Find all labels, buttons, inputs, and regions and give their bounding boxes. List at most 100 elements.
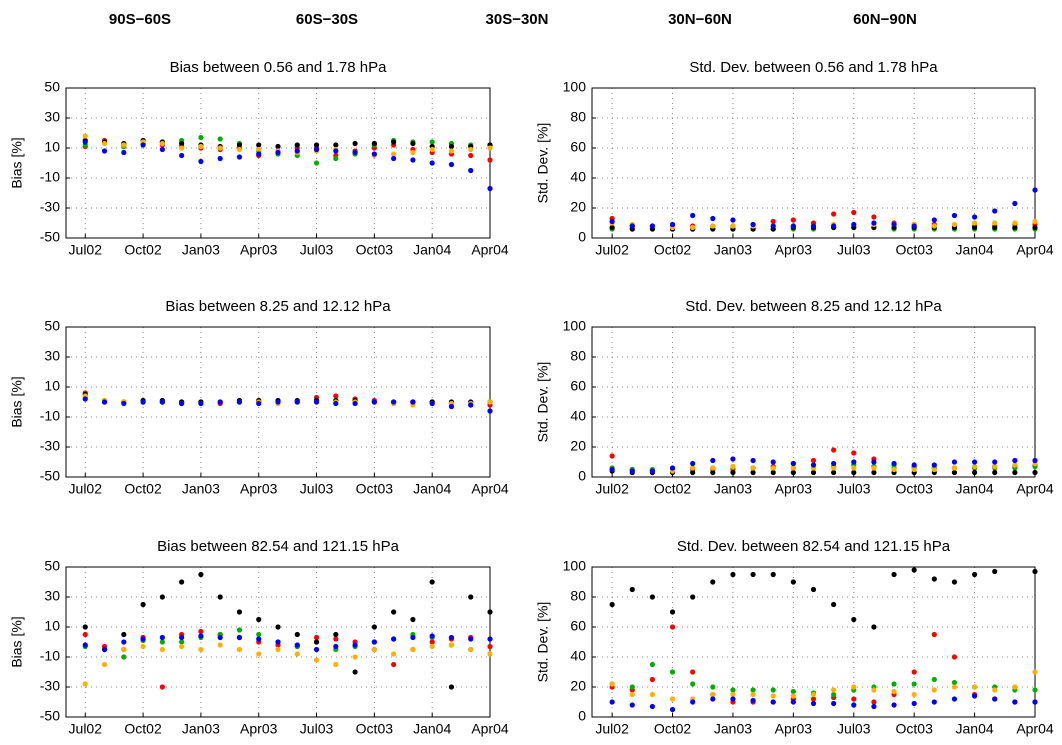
- data-point: [371, 624, 377, 630]
- data-point: [851, 696, 857, 702]
- data-point: [217, 399, 223, 405]
- data-point: [931, 687, 937, 693]
- data-point: [352, 654, 358, 660]
- data-point: [371, 639, 377, 645]
- data-point: [710, 223, 716, 229]
- data-point: [851, 209, 857, 216]
- data-point: [236, 609, 243, 615]
- data-point: [294, 142, 300, 148]
- x-tick-label: Jan04: [956, 721, 994, 737]
- chart-title: Bias between 8.25 and 12.12 hPa: [165, 298, 391, 315]
- data-point: [750, 221, 756, 228]
- data-point: [121, 639, 127, 645]
- data-point: [468, 152, 474, 159]
- data-point: [487, 643, 493, 650]
- data-point: [891, 571, 897, 578]
- x-tick-label: Jan04: [413, 481, 451, 497]
- x-tick-label: Jul03: [300, 721, 334, 737]
- data-point: [333, 155, 339, 162]
- data-point: [256, 146, 262, 153]
- data-point: [352, 149, 358, 156]
- data-point: [790, 460, 796, 467]
- data-point: [391, 155, 397, 162]
- data-point: [891, 221, 897, 228]
- x-tick-label: Apr03: [240, 242, 278, 258]
- data-point: [256, 400, 262, 407]
- data-point: [101, 140, 108, 147]
- x-tick-label: Jul02: [69, 242, 103, 258]
- data-point: [101, 148, 108, 154]
- data-point: [831, 691, 837, 698]
- data-point: [690, 699, 696, 705]
- data-point: [971, 684, 978, 690]
- data-point: [951, 579, 958, 585]
- x-tick-label: Jan03: [714, 242, 752, 258]
- data-point: [891, 466, 897, 473]
- data-point: [410, 157, 416, 163]
- data-point: [629, 223, 635, 229]
- y-tick-label: 40: [570, 408, 586, 424]
- data-point: [198, 571, 204, 578]
- data-point: [1012, 462, 1018, 468]
- data-point: [971, 463, 978, 470]
- x-tick-label: Jan03: [182, 481, 220, 497]
- x-tick-label: Apr04: [471, 242, 509, 258]
- data-point: [333, 148, 339, 154]
- data-point: [391, 151, 397, 157]
- data-point: [429, 639, 435, 645]
- data-point: [179, 400, 185, 407]
- data-point: [487, 185, 493, 192]
- y-axis-label: Bias [%]: [9, 137, 25, 188]
- data-point: [871, 699, 877, 705]
- data-point: [82, 139, 88, 145]
- data-point: [391, 609, 397, 615]
- data-point: [468, 167, 474, 174]
- data-point: [410, 399, 416, 405]
- data-point: [179, 140, 185, 147]
- x-tick-label: Oct02: [654, 481, 692, 497]
- x-tick-label: Jan04: [413, 242, 451, 258]
- chart-title: Std. Dev. between 82.54 and 121.15 hPa: [677, 538, 951, 555]
- data-point: [448, 634, 455, 641]
- data-point: [313, 142, 320, 148]
- data-point: [831, 460, 837, 467]
- data-point: [931, 466, 937, 473]
- data-point: [810, 223, 817, 229]
- y-tick-label: -50: [40, 468, 60, 484]
- data-point: [140, 636, 146, 642]
- data-point: [750, 571, 756, 578]
- data-point: [333, 142, 339, 148]
- data-point: [851, 221, 857, 228]
- data-point: [931, 223, 937, 229]
- data-point: [770, 687, 776, 693]
- data-point: [179, 643, 185, 650]
- data-point: [770, 699, 776, 705]
- y-axis-label: Std. Dev. [%]: [535, 123, 551, 204]
- data-point: [429, 139, 435, 145]
- data-point: [159, 399, 165, 405]
- data-point: [750, 687, 756, 693]
- x-tick-label: Jan04: [956, 242, 994, 258]
- data-point: [770, 571, 776, 578]
- data-point: [236, 154, 243, 160]
- data-point: [951, 654, 958, 660]
- data-point: [1032, 224, 1038, 231]
- data-point: [448, 684, 455, 690]
- x-tick-label: Apr04: [471, 721, 509, 737]
- y-tick-label: 0: [578, 468, 586, 484]
- data-point: [198, 628, 204, 635]
- data-point: [931, 699, 937, 705]
- data-point: [951, 212, 958, 219]
- data-point: [810, 700, 817, 707]
- data-point: [992, 696, 998, 702]
- data-point: [236, 627, 243, 633]
- data-point: [649, 691, 656, 698]
- data-point: [333, 631, 339, 638]
- plot-frame: [65, 87, 491, 239]
- data-point: [313, 146, 320, 153]
- chart-title: Bias between 0.56 and 1.78 hPa: [170, 59, 387, 76]
- y-tick-label: -10: [40, 169, 60, 185]
- data-point: [891, 460, 897, 467]
- x-tick-label: Oct03: [896, 242, 934, 258]
- x-tick-label: Apr03: [775, 721, 813, 737]
